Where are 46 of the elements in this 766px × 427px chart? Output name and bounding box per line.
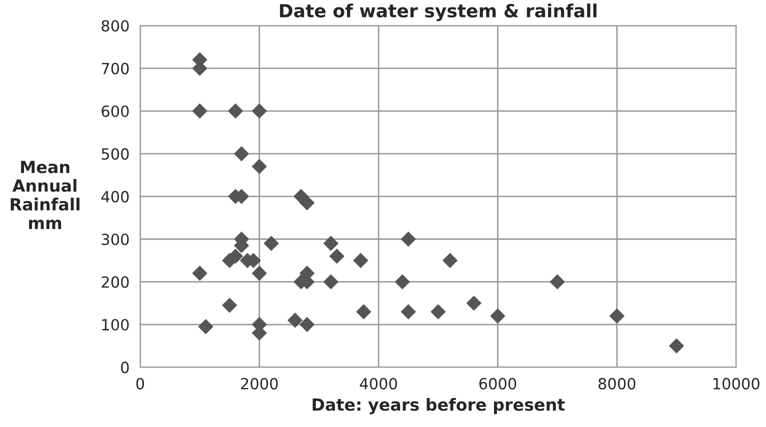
x-tick-label: 6000 bbox=[479, 378, 516, 390]
point bbox=[252, 158, 267, 174]
point bbox=[668, 338, 684, 354]
point bbox=[323, 236, 338, 251]
x-tick-label: 0 bbox=[136, 378, 144, 390]
point bbox=[264, 236, 279, 251]
x-tick-label: 2000 bbox=[241, 378, 278, 390]
y-tick-label: 400 bbox=[101, 190, 129, 202]
y-tick-label: 500 bbox=[102, 148, 129, 160]
y-tick-label: 800 bbox=[102, 20, 129, 32]
point bbox=[192, 103, 208, 119]
point bbox=[288, 312, 303, 328]
point bbox=[299, 316, 315, 332]
point bbox=[192, 266, 208, 281]
point bbox=[442, 252, 458, 268]
point bbox=[228, 103, 244, 119]
point bbox=[400, 232, 416, 247]
y-tick-label: 600 bbox=[102, 105, 129, 118]
point bbox=[400, 304, 416, 320]
point bbox=[353, 252, 368, 268]
y-axis-title: Mean Annual Rainfall mm bbox=[10, 160, 80, 230]
point bbox=[609, 308, 625, 324]
point bbox=[430, 304, 446, 320]
point bbox=[329, 248, 344, 264]
chart-title: Date of water system & rainfall bbox=[280, 4, 596, 22]
y-tick-label: 300 bbox=[102, 234, 129, 246]
point bbox=[252, 103, 267, 119]
point bbox=[198, 319, 214, 334]
point bbox=[222, 298, 238, 313]
x-tick-label: 8000 bbox=[598, 378, 636, 390]
y-tick-label: 700 bbox=[102, 62, 129, 74]
x-tick-label: 10000 bbox=[714, 378, 760, 390]
point bbox=[252, 266, 267, 281]
y-tick-label: 0 bbox=[121, 362, 129, 374]
point bbox=[323, 274, 338, 290]
point bbox=[466, 296, 482, 311]
point bbox=[299, 195, 315, 210]
y-tick-label: 200 bbox=[102, 276, 129, 288]
point bbox=[490, 308, 506, 324]
point bbox=[356, 304, 372, 320]
point bbox=[234, 146, 250, 162]
x-tick-label: 4000 bbox=[360, 378, 397, 390]
x-axis-title: Date: years before present bbox=[312, 398, 565, 414]
y-tick-label: 100 bbox=[102, 318, 129, 331]
point bbox=[394, 274, 410, 290]
point bbox=[550, 274, 565, 290]
